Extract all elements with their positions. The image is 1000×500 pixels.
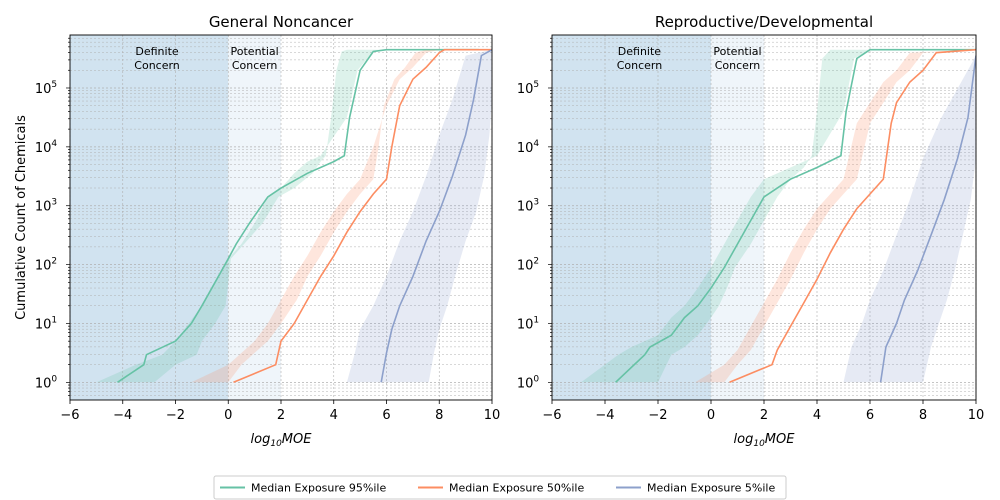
x-tick-label: −2 [166,408,185,423]
y-tick-label: 105 [517,80,539,97]
y-tick-label: 102 [35,257,57,274]
y-tick-label: 100 [35,374,58,391]
x-tick-label: 2 [760,408,768,423]
x-tick-label: 6 [382,408,390,423]
x-tick-label: −2 [648,408,667,423]
chart-title: Reproductive/Developmental [655,13,873,31]
y-tick-label: 104 [35,139,58,156]
y-tick-label: 101 [35,315,57,332]
region-definite-concern [70,35,229,400]
x-tick-label: 4 [813,408,821,423]
x-tick-label: 0 [224,408,232,423]
region-definite-concern [552,35,711,400]
y-tick-label: 100 [517,374,540,391]
region-potential-concern [228,35,281,400]
line-series-1 [729,48,976,384]
x-axis-label: log10MOE [734,432,796,449]
region-label: Concern [232,59,278,72]
y-tick-label: 102 [517,257,539,274]
x-tick-label: 6 [866,408,874,423]
y-tick-label: 103 [35,198,57,215]
x-tick-label: 8 [919,408,927,423]
region-label: Potential [713,45,761,58]
line-series-2 [879,55,976,383]
line-series-1 [233,48,492,384]
legend-label: Median Exposure 5%ile [647,482,775,495]
band-series-2 [346,49,492,383]
line-series-0 [117,48,479,383]
line-series-0 [615,48,976,383]
region-label: Concern [134,59,180,72]
band-series-2 [843,55,976,383]
legend-box [213,475,787,500]
region-label: Concern [617,59,663,72]
x-tick-label: −6 [542,408,561,423]
x-tick-label: −4 [113,408,132,423]
legend-label: Median Exposure 95%ile [251,482,386,495]
region-label: Potential [231,45,279,58]
x-tick-label: −6 [60,408,79,423]
chart-title: General Noncancer [209,13,354,31]
region-label: Definite [618,45,662,58]
x-axis-label: log10MOE [251,432,313,449]
band-series-1 [191,49,492,383]
region-label: Definite [135,45,179,58]
legend-label: Median Exposure 50%ile [449,482,584,495]
x-tick-label: 4 [330,408,338,423]
region-potential-concern [711,35,764,400]
legend: Median Exposure 95%ile Median Exposure 50… [213,475,787,500]
x-tick-label: 10 [484,408,501,423]
x-tick-label: 2 [277,408,285,423]
x-tick-label: 8 [435,408,443,423]
y-tick-label: 103 [517,198,539,215]
y-axis-label: Cumulative Count of Chemicals [14,115,29,320]
line-series-2 [380,49,492,383]
x-tick-label: −4 [595,408,614,423]
y-tick-label: 105 [35,80,57,97]
y-tick-label: 101 [517,315,539,332]
region-label: Concern [715,59,761,72]
x-tick-label: 10 [968,408,985,423]
y-tick-label: 104 [517,139,540,156]
x-tick-label: 0 [707,408,715,423]
